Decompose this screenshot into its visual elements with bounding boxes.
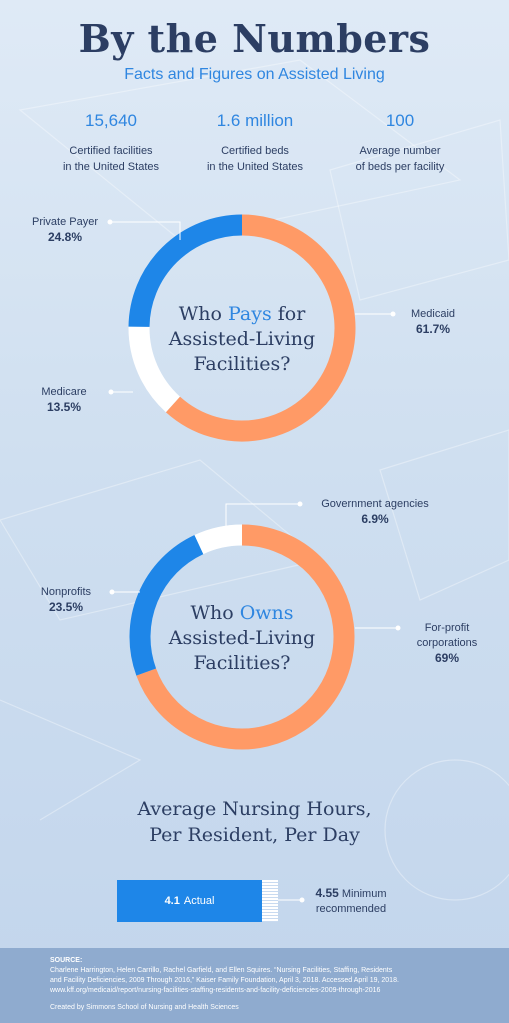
source-url: www.kff.org/medicaid/report/nursing-faci…	[50, 987, 381, 994]
stat-value: 15,640	[85, 111, 137, 130]
stat-avg-beds: 100 Average number of beds per facility	[315, 111, 485, 175]
segment-name: Medicare	[41, 386, 87, 398]
segment-name: Government agencies	[321, 498, 429, 510]
title-part: for	[271, 303, 306, 325]
for-profit-segment	[136, 524, 355, 750]
nonprofits-label: Nonprofits 23.5%	[26, 585, 106, 615]
stat-label-line: in the United States	[206, 161, 303, 173]
segment-value: 24.8%	[47, 230, 83, 244]
medicaid-segment	[165, 214, 356, 442]
source-text: and Facility Deficiencies, 2009 Through …	[50, 977, 399, 984]
title-part: Assisted-Living	[168, 627, 316, 649]
title-part: Who	[178, 303, 228, 325]
stat-value: 1.6 million	[216, 111, 294, 130]
title-part: Facilities?	[193, 353, 291, 375]
who-pays-donut-chart	[107, 214, 396, 442]
stat-label: Average number of beds per facility	[315, 143, 485, 175]
title-line: Per Resident, Per Day	[149, 824, 360, 846]
medicaid-label: Medicaid 61.7%	[398, 307, 468, 337]
nonprofits-leader-dot	[109, 589, 115, 595]
actual-hours-value: 4.1	[164, 895, 180, 907]
segment-name: Nonprofits	[40, 586, 92, 598]
segment-value: 61.7%	[415, 322, 451, 336]
page-subtitle: Facts and Figures on Assisted Living	[124, 66, 385, 83]
stat-label-line: Average number	[359, 145, 441, 157]
minimum-connector	[278, 897, 305, 903]
stat-label-line: Certified beds	[221, 145, 289, 157]
government-agencies-leader-line	[225, 503, 300, 530]
title-part: Facilities?	[193, 652, 291, 674]
who-pays-title: Who Pays for Assisted-Living Facilities?	[142, 302, 342, 377]
source-footer: SOURCE: Charlene Harrington, Helen Carri…	[0, 948, 509, 1023]
government-agencies-segment	[194, 524, 243, 555]
nursing-hours-title: Average Nursing Hours, Per Resident, Per…	[0, 796, 509, 848]
actual-hours-label: Actual	[183, 895, 215, 907]
title-accent: Pays	[227, 303, 272, 325]
actual-hours-bar: 4.1 Actual	[117, 880, 262, 922]
segment-value: 6.9%	[361, 512, 389, 526]
stat-label: Certified facilities in the United State…	[26, 143, 196, 175]
medicare-leader-dot	[108, 389, 114, 395]
nonprofits-segment	[129, 535, 204, 676]
segment-value: 69%	[434, 651, 460, 665]
medicare-label: Medicare 13.5%	[24, 385, 104, 415]
segment-value: 23.5%	[48, 600, 84, 614]
government-agencies-label: Government agencies 6.9%	[305, 497, 445, 527]
medicare-segment	[128, 326, 181, 413]
created-by: Created by Simmons School of Nursing and…	[50, 1004, 239, 1011]
source-text: Charlene Harrington, Helen Carrillo, Rac…	[50, 967, 393, 974]
stat-label-line: Certified facilities	[69, 145, 153, 157]
minimum-recommended-label: 4.55 Minimum recommended	[306, 886, 396, 917]
who-owns-title: Who Owns Assisted-Living Facilities?	[142, 601, 342, 676]
segment-name: Private Payer	[31, 216, 99, 228]
government-agencies-leader-dot	[297, 501, 303, 507]
segment-name: corporations	[416, 637, 478, 649]
segment-name: Medicaid	[410, 308, 456, 320]
for-profit-label: For-profit corporations 69%	[402, 621, 492, 666]
source-heading: SOURCE:	[50, 957, 83, 964]
minimum-value: 4.55	[315, 886, 339, 900]
title-part: Who	[190, 602, 240, 624]
private-payer-leader-line	[110, 221, 181, 240]
title-line: Average Nursing Hours,	[137, 798, 372, 820]
title-part: Assisted-Living	[168, 328, 316, 350]
private-payer-leader-dot	[107, 219, 113, 225]
segment-name: For-profit	[424, 622, 470, 634]
stat-value: 100	[385, 111, 415, 130]
minimum-text: Minimum	[341, 888, 387, 900]
recommended-gap-bar	[262, 880, 278, 922]
private-payer-segment	[128, 214, 243, 328]
who-owns-donut-chart	[109, 501, 401, 750]
for-profit-leader-dot	[395, 625, 401, 631]
stat-label-line: of beds per facility	[355, 161, 445, 173]
page-title: By the Numbers	[78, 16, 431, 61]
stat-label-line: in the United States	[62, 161, 159, 173]
stat-label: Certified beds in the United States	[170, 143, 340, 175]
title-accent: Owns	[239, 602, 294, 624]
medicaid-leader-dot	[390, 311, 396, 317]
private-payer-label: Private Payer 24.8%	[20, 215, 110, 245]
segment-value: 13.5%	[46, 400, 82, 414]
minimum-text: recommended	[315, 903, 387, 915]
stat-certified-facilities: 15,640 Certified facilities in the Unite…	[26, 111, 196, 175]
stat-certified-beds: 1.6 million Certified beds in the United…	[170, 111, 340, 175]
